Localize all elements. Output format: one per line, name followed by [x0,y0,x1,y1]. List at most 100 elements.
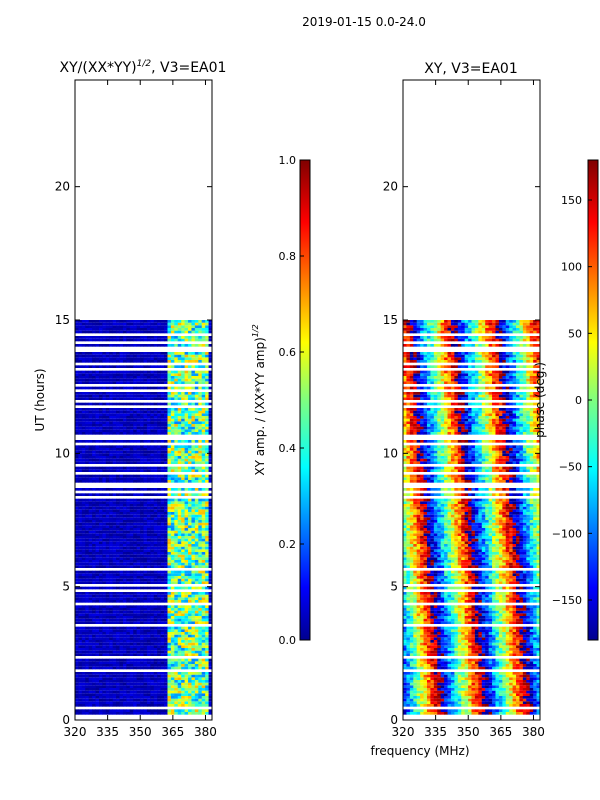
heatmap-cell [102,520,107,523]
heatmap-cell [112,632,117,635]
heatmap-cell [177,696,182,699]
heatmap-cell [122,544,127,547]
heatmap-cell [177,664,182,667]
heatmap-cell [153,642,158,646]
heatmap-cell [184,552,189,555]
heatmap-cell [122,469,127,472]
heatmap-cell [105,698,110,702]
heatmap-cell [205,682,209,686]
heatmap-cell [88,477,93,480]
heatmap-cell [81,682,86,686]
heatmap-cell [88,370,93,374]
heatmap-cell [88,397,93,400]
heatmap-cell [157,650,162,654]
heatmap-cell [122,576,127,579]
heatmap-cell [188,653,192,656]
heatmap-cell [140,586,144,590]
heatmap-cell [191,426,196,430]
heatmap-cell [164,536,168,539]
heatmap-cell [188,474,192,478]
phase-heatmap [403,320,540,715]
heatmap-cell [201,576,206,579]
heatmap-cell [191,672,196,675]
heatmap-cell [146,525,151,528]
heatmap-cell [95,578,100,582]
heatmap-cell [126,682,131,686]
heatmap-cell [406,704,411,707]
heatmap-cell [109,661,114,664]
heatmap-cell [170,514,175,518]
heatmap-cell [122,693,127,696]
heatmap-cell [109,522,114,526]
heatmap-cell [88,520,93,523]
heatmap-cell [88,618,93,622]
heatmap-cell [81,352,86,355]
heatmap-cell [122,402,127,406]
heatmap-cell [167,493,172,496]
heatmap-cell [109,645,114,648]
heatmap-cell [174,322,179,326]
heatmap-cell [205,410,209,414]
heatmap-cell [92,381,96,384]
heatmap-cell [78,509,83,512]
heatmap-cell [157,504,162,507]
heatmap-cell [150,528,155,531]
heatmap-cell [157,666,162,670]
heatmap-cell [92,522,96,526]
heatmap-cell [160,514,165,518]
heatmap-cell [208,682,212,686]
heatmap-cell [81,680,86,683]
heatmap-cell [177,552,182,555]
heatmap-cell [177,608,182,611]
heatmap-cell [188,549,192,552]
heatmap-cell [92,506,96,510]
heatmap-cell [81,328,86,331]
heatmap-cell [88,541,93,544]
heatmap-cell [153,661,158,664]
heatmap-cell [519,709,524,712]
heatmap-cell [177,501,182,504]
heatmap-cell [205,640,209,643]
heatmap-cell [133,344,138,347]
heatmap-cell [160,536,165,539]
heatmap-cell [146,680,151,683]
heatmap-cell [174,426,179,430]
heatmap-cell [102,330,107,334]
heatmap-cell [170,642,175,646]
heatmap-cell [167,416,172,419]
heatmap-cell [198,696,203,699]
heatmap-cell [143,501,148,504]
heatmap-cell [177,424,182,427]
heatmap-cell [133,648,138,651]
heatmap-cell [140,402,144,406]
heatmap-cell [112,450,117,454]
heatmap-cell [88,653,93,656]
heatmap-cell [136,354,141,358]
heatmap-cell [126,517,131,520]
heatmap-cell [174,677,179,680]
heatmap-cell [98,512,103,515]
heatmap-cell [116,552,120,555]
heatmap-cell [92,560,96,563]
heatmap-cell [126,352,131,355]
heatmap-cell [102,413,107,416]
heatmap-cell [184,645,189,648]
heatmap-cell [78,525,83,528]
heatmap-cell [126,354,131,358]
heatmap-cell [119,413,124,416]
heatmap-cell [188,493,192,496]
heatmap-cell [184,573,189,576]
heatmap-cell [143,645,148,648]
heatmap-cell [136,448,141,451]
heatmap-cell [112,672,117,675]
heatmap-cell [116,621,120,624]
heatmap-cell [184,512,189,515]
heatmap-cell [167,480,172,483]
heatmap-cell [157,514,162,518]
heatmap-cell [205,592,209,595]
heatmap-cell [188,477,192,480]
heatmap-cell [122,541,127,544]
heatmap-cell [119,373,124,376]
heatmap-cell [181,357,185,360]
heatmap-cell [78,549,83,552]
